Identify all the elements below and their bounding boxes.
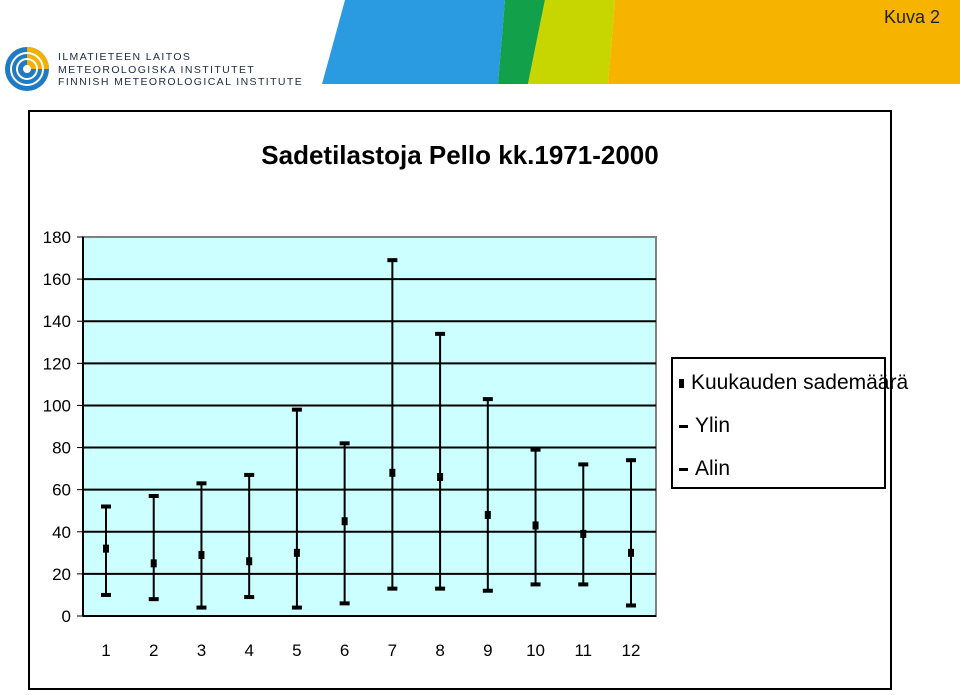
monthly-marker: [150, 559, 157, 568]
x-tick-label: 4: [244, 641, 253, 660]
header-banner: ILMATIETEEN LAITOS METEOROLOGISKA INSTIT…: [0, 0, 960, 91]
monthly-marker: [484, 510, 491, 519]
monthly-marker: [246, 557, 253, 566]
x-tick-label: 2: [149, 641, 158, 660]
min-marker: [196, 605, 207, 610]
min-marker: [101, 592, 111, 597]
institute-name-sv: METEOROLOGISKA INSTITUTET: [58, 63, 256, 76]
institute-logo-icon: [5, 47, 49, 91]
dash-marker-icon: [679, 424, 688, 428]
monthly-marker: [389, 468, 396, 477]
monthly-marker: [532, 521, 539, 530]
chart-legend: Kuukauden sademäärä Ylin Alin: [671, 357, 908, 489]
min-marker: [387, 586, 398, 591]
min-marker: [339, 601, 350, 606]
y-tick-label: 140: [43, 312, 71, 331]
x-tick-label: 7: [388, 641, 397, 660]
max-marker: [196, 481, 207, 486]
min-marker: [291, 605, 302, 610]
monthly-marker: [103, 544, 109, 553]
legend-label-monthly: Kuukauden sademäärä: [691, 371, 909, 394]
x-axis-ticks: 1 2 3 4 5 6 7 8 9 10 11 12: [101, 641, 640, 660]
x-tick-label: 9: [483, 641, 492, 660]
square-marker-icon: [679, 378, 684, 388]
x-tick-label: 10: [526, 641, 545, 660]
data-marks: [101, 258, 636, 610]
min-marker: [435, 586, 446, 591]
monthly-marker: [198, 550, 205, 559]
min-marker: [244, 595, 255, 600]
monthly-marker: [628, 548, 634, 557]
y-axis-ticks: 0 20 40 60 80 100 120 140 160 180: [43, 228, 71, 626]
y-tick-label: 180: [43, 228, 71, 247]
min-marker: [626, 603, 636, 608]
min-marker: [148, 597, 159, 602]
max-marker: [339, 441, 350, 446]
slide-label: Kuva 2: [883, 7, 940, 27]
max-marker: [148, 493, 159, 498]
monthly-marker: [580, 529, 587, 538]
max-marker: [101, 504, 111, 509]
x-tick-label: 12: [622, 641, 641, 660]
max-marker: [435, 331, 446, 336]
legend-label-min: Alin: [695, 457, 731, 480]
y-tick-label: 20: [52, 565, 71, 584]
y-tick-label: 100: [43, 396, 71, 415]
max-marker: [578, 462, 589, 467]
max-marker: [291, 407, 302, 412]
x-tick-label: 6: [340, 641, 349, 660]
min-marker: [530, 582, 541, 587]
max-marker: [482, 397, 493, 402]
y-tick-label: 80: [52, 439, 71, 458]
max-marker: [530, 447, 541, 452]
legend-item-max: Ylin: [679, 414, 730, 438]
header-color-stripes: [322, 0, 960, 84]
x-tick-label: 5: [292, 641, 301, 660]
y-tick-label: 120: [43, 354, 71, 373]
x-tick-label: 11: [574, 641, 592, 660]
y-tick-label: 40: [52, 523, 71, 542]
monthly-marker: [437, 473, 444, 482]
plot-area: [82, 236, 657, 617]
institute-name: ILMATIETEEN LAITOS METEOROLOGISKA INSTIT…: [58, 51, 303, 89]
max-marker: [626, 458, 636, 463]
x-tick-label: 8: [435, 641, 444, 660]
legend-item-monthly: Kuukauden sademäärä: [679, 371, 908, 395]
y-tick-label: 0: [62, 607, 71, 626]
x-tick-label: 3: [197, 641, 206, 660]
max-marker: [244, 472, 255, 477]
y-tick-label: 160: [43, 270, 71, 289]
x-tick-label: 1: [101, 641, 110, 660]
dash-marker-icon: [679, 467, 688, 471]
monthly-marker: [341, 517, 348, 526]
institute-name-fi: ILMATIETEEN LAITOS: [58, 51, 192, 63]
legend-item-min: Alin: [679, 457, 730, 481]
gridlines: [77, 236, 656, 617]
min-marker: [578, 582, 589, 587]
monthly-marker: [293, 548, 300, 557]
legend-label-max: Ylin: [695, 414, 731, 437]
max-marker: [387, 258, 398, 263]
y-tick-label: 60: [52, 481, 71, 500]
chart-title: Sadetilastoja Pello kk.1971-2000: [261, 140, 658, 170]
institute-name-en: FINNISH METEOROLOGICAL INSTITUTE: [58, 76, 304, 88]
min-marker: [482, 588, 493, 593]
